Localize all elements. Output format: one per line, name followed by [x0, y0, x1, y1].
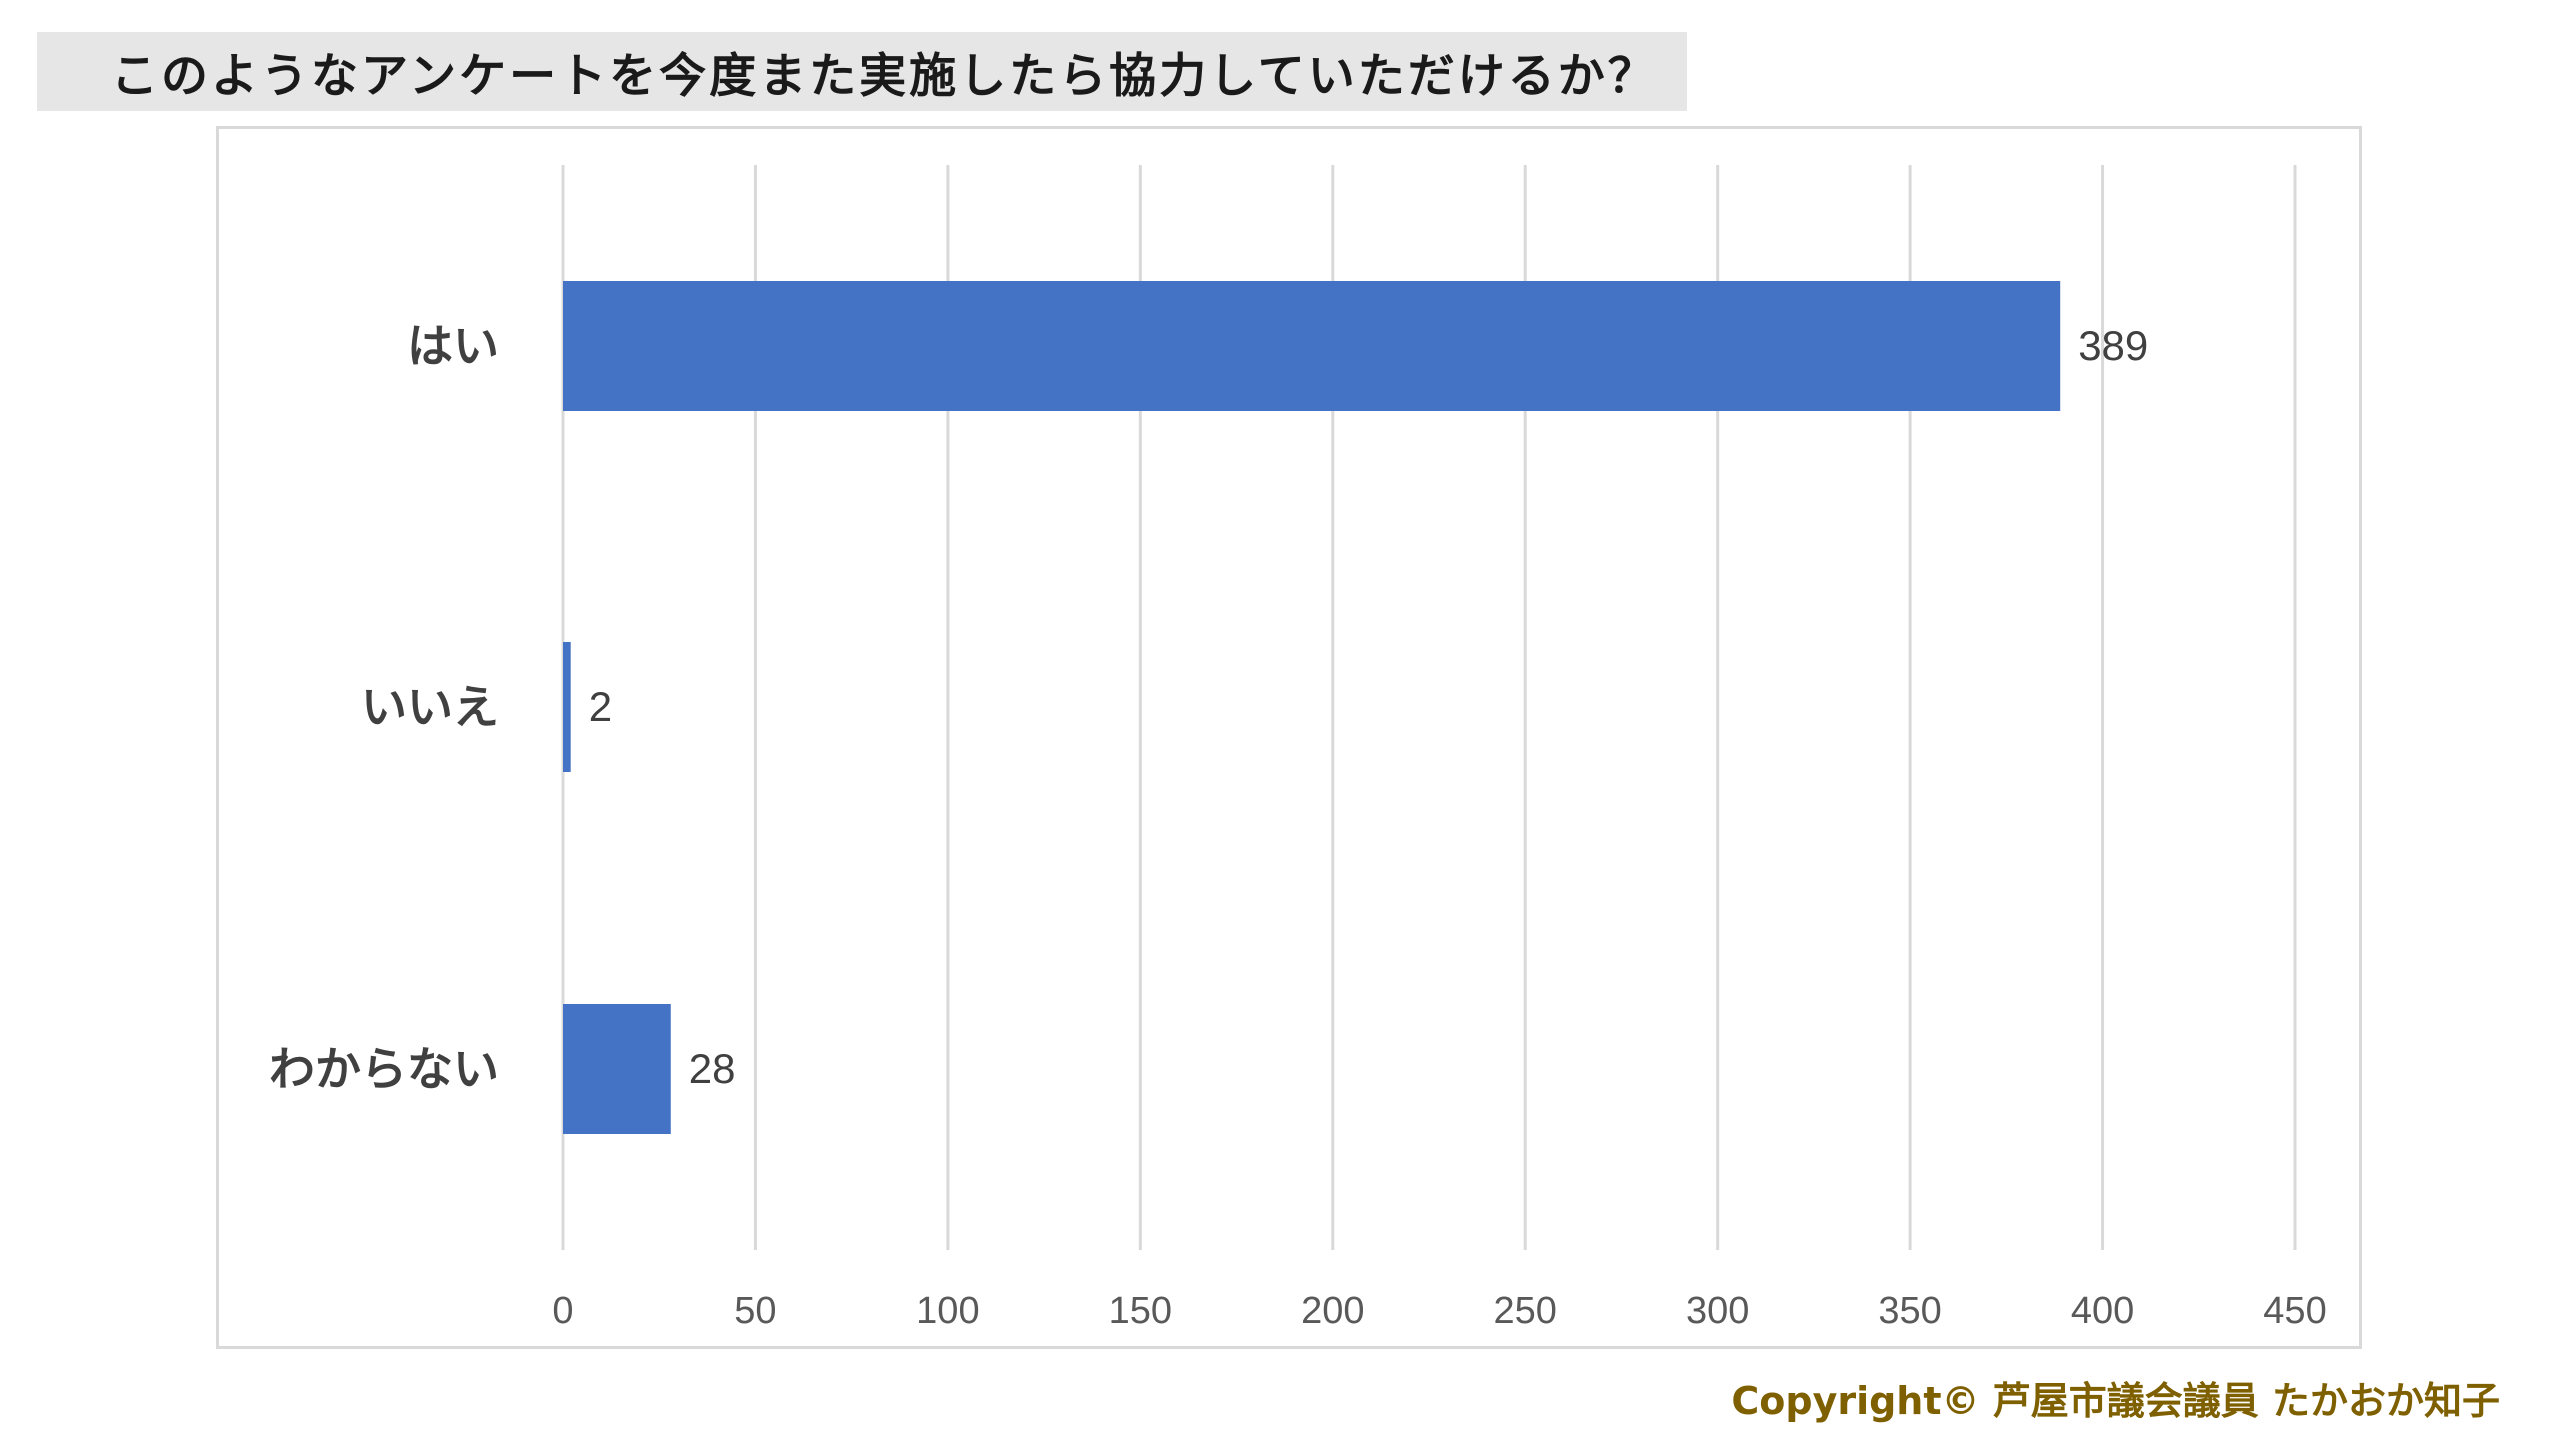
x-tick-label: 200	[1301, 1290, 1364, 1332]
chart-frame: 0 50 100 150 200 250 300 350 400 450 はい 389 いいえ 2 わからな…	[216, 126, 2362, 1349]
x-tick-label: 400	[2071, 1290, 2134, 1332]
chart-title: このようなアンケートを今度また実施したら協力していただけるか？	[111, 49, 1658, 104]
bar	[563, 1004, 671, 1134]
category-label: はい	[407, 319, 499, 373]
x-tick-label: 150	[1109, 1290, 1172, 1332]
x-tick-label: 300	[1686, 1290, 1749, 1332]
data-label: 389	[2078, 322, 2148, 369]
bar	[563, 281, 2061, 411]
data-label: 2	[589, 683, 612, 730]
x-tick-label: 100	[916, 1290, 979, 1332]
bar	[563, 642, 571, 772]
title-banner: このようなアンケートを今度また実施したら協力していただけるか？	[37, 32, 1687, 111]
category-label: いいえ	[361, 680, 499, 734]
x-tick-label: 350	[1878, 1290, 1941, 1332]
copyright-text: Copyright© 芦屋市議会議員 たかおか知子	[1731, 1379, 2500, 1423]
x-tick-label: 0	[552, 1290, 573, 1332]
x-tick-label: 50	[734, 1290, 776, 1332]
category-label: わからない	[269, 1042, 499, 1096]
bar-chart: 0 50 100 150 200 250 300 350 400 450 はい 389 いいえ 2 わからな…	[269, 165, 2327, 1332]
data-label: 28	[689, 1045, 736, 1092]
x-tick-label: 250	[1494, 1290, 1557, 1332]
x-tick-label: 450	[2263, 1290, 2326, 1332]
